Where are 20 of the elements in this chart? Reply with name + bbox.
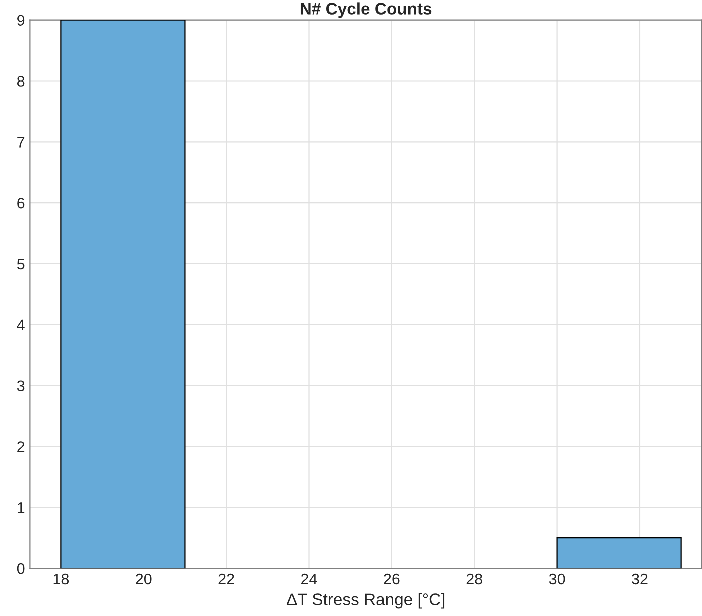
y-tick-label: 3 — [17, 380, 25, 392]
y-tick-label: 2 — [18, 442, 25, 452]
x-tick-label: 28 — [466, 574, 482, 585]
x-tick-label: 24 — [302, 574, 318, 584]
x-tick-label: 18 — [54, 574, 70, 585]
y-tick-label: 6 — [18, 198, 25, 209]
y-tick-label: 5 — [17, 259, 25, 270]
y-tick-label: 4 — [17, 320, 25, 330]
x-tick-label: 20 — [136, 574, 152, 585]
x-tick-label: 22 — [218, 574, 234, 584]
y-tick-label: 7 — [18, 137, 25, 148]
y-tick-label: 9 — [18, 15, 25, 26]
x-axis-title: ΔT Stress Range [°C] — [286, 593, 445, 609]
y-tick-label: 0 — [17, 563, 25, 574]
x-tick-label: 30 — [549, 574, 566, 585]
y-tick-label: 8 — [17, 76, 25, 87]
y-tick-label: 1 — [18, 502, 25, 514]
chart-title: N# Cycle Counts — [300, 2, 432, 18]
x-tick-label: 26 — [384, 574, 400, 585]
x-tick-label: 32 — [632, 574, 648, 585]
